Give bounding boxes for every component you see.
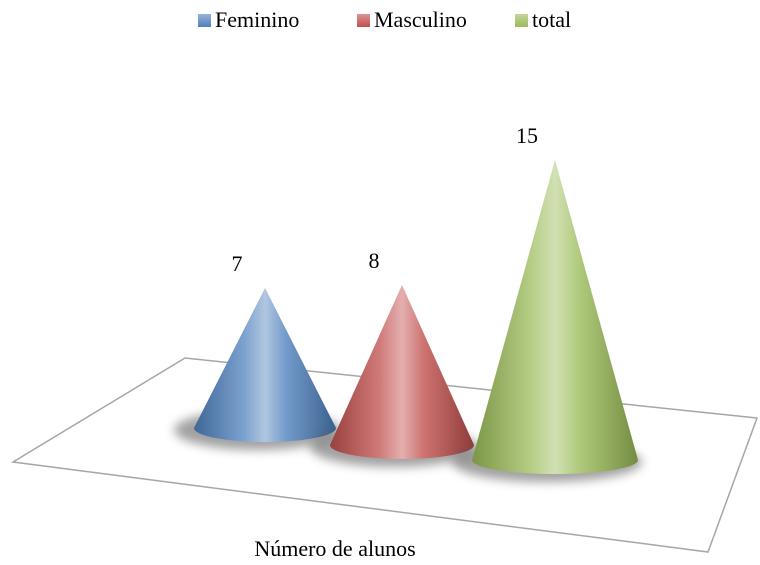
legend-label: Feminino xyxy=(215,7,299,32)
legend-swatch xyxy=(357,14,370,27)
legend-swatch xyxy=(198,14,211,27)
legend-label: total xyxy=(532,7,571,32)
cone xyxy=(330,285,474,459)
cone xyxy=(194,288,336,442)
legend-swatch xyxy=(515,14,528,27)
legend-label: Masculino xyxy=(374,7,467,32)
data-label: 7 xyxy=(232,251,243,276)
data-label: 15 xyxy=(516,123,538,148)
cone xyxy=(472,160,638,474)
data-label: 8 xyxy=(369,248,380,273)
category-label: Número de alunos xyxy=(254,536,415,561)
